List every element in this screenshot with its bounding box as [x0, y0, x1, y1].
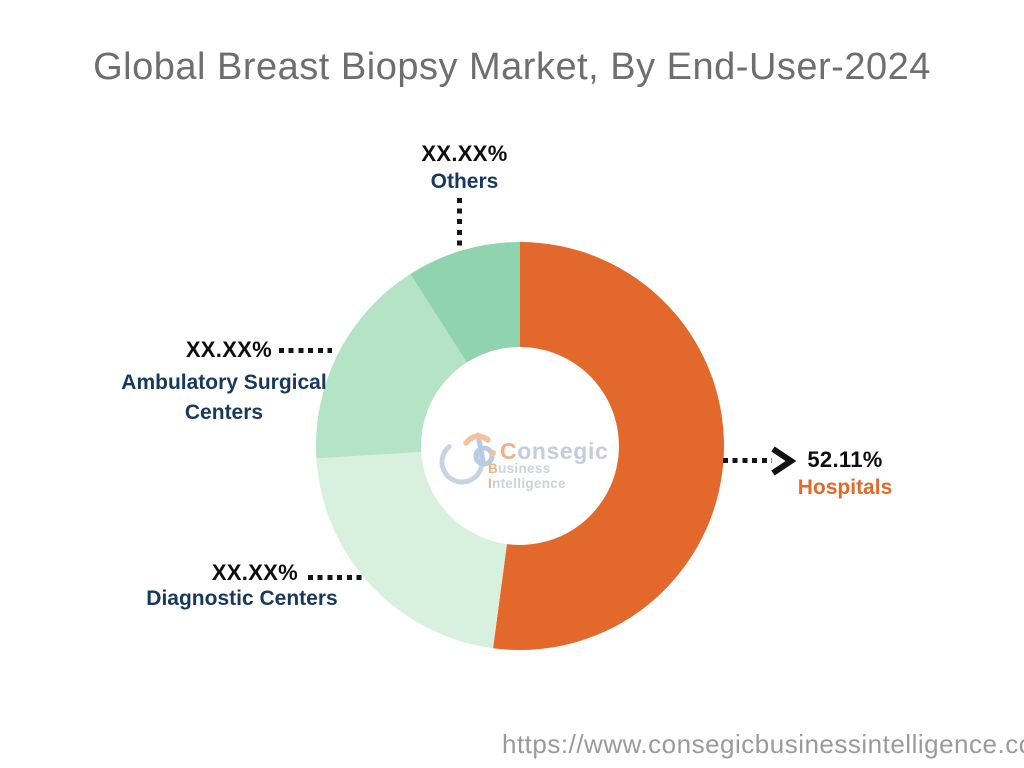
- others-value: XX.XX%: [421, 141, 508, 166]
- ambulatory-value: XX.XX%: [185, 337, 272, 362]
- hospitals-callout: 52.11% Hospitals: [791, 447, 899, 499]
- diagnostic-label: Diagnostic Centers: [146, 587, 338, 610]
- donut-segment-diagnostic-centers: [316, 452, 507, 649]
- consegic-logo-icon: [439, 432, 496, 485]
- hospitals-label: Hospitals: [797, 476, 893, 499]
- diagnostic-callout: XX.XX% Diagnostic Centers: [140, 560, 344, 610]
- watermark-brand-text: Consegic: [500, 438, 609, 464]
- hospitals-leader-line: [723, 458, 772, 463]
- consegic-watermark: Consegic Business Intelligence: [436, 416, 611, 491]
- donut-chart: [316, 242, 724, 650]
- watermark-tagline-text: Business Intelligence: [488, 461, 566, 491]
- source-url: https://www.consegicbusinessintelligence…: [502, 729, 1024, 759]
- ambulatory-leader-line: [279, 348, 332, 353]
- page-title: Global Breast Biopsy Market, By End-User…: [93, 46, 931, 88]
- diagnostic-value: XX.XX%: [211, 560, 298, 585]
- others-callout: XX.XX% Others: [382, 141, 547, 193]
- others-leader-line: [457, 198, 462, 250]
- donut-segment-hospitals: [493, 242, 724, 650]
- others-label: Others: [430, 170, 499, 193]
- ambulatory-callout: XX.XX% Ambulatory Surgical Centers: [118, 339, 330, 428]
- ambulatory-label: Ambulatory Surgical Centers: [121, 371, 327, 424]
- donut-segment-ambulatory-surgical-centers: [316, 273, 467, 459]
- donut-segment-others: [410, 242, 520, 363]
- hospitals-value: 52.11%: [807, 447, 883, 472]
- diagnostic-leader-line: [308, 575, 366, 580]
- hospitals-arrow-icon: [771, 446, 796, 476]
